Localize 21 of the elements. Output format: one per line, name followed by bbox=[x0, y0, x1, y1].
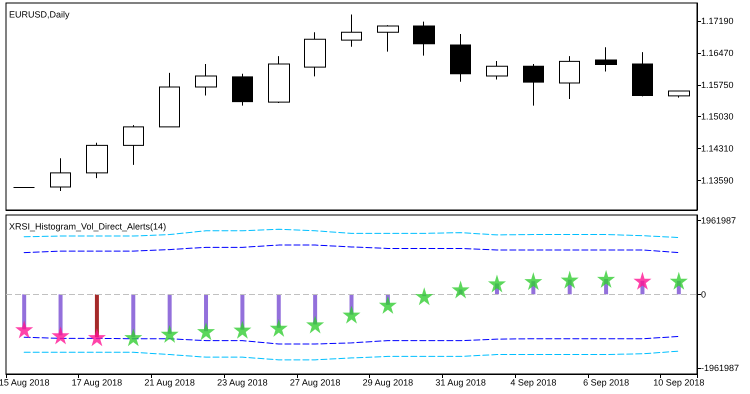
y-tick-label: 1.17190 bbox=[701, 16, 734, 26]
x-tick-label: 21 Aug 2018 bbox=[144, 378, 195, 388]
x-tick-label: 10 Sep 2018 bbox=[653, 378, 704, 388]
y-tick-label: 1961987 bbox=[701, 216, 736, 226]
x-tick-label: 27 Aug 2018 bbox=[290, 378, 340, 388]
text: XRSI_Histogram_Vol_Direct_Alerts(14) bbox=[9, 222, 166, 232]
y-tick-label: 0 bbox=[701, 289, 706, 300]
y-tick-label: 1.14310 bbox=[701, 144, 734, 154]
y-tick-label: 1.13590 bbox=[701, 175, 734, 186]
y-tick-label: 1.16470 bbox=[701, 48, 734, 58]
y-tick-label: 1.15750 bbox=[701, 80, 734, 90]
x-tick-label: 4 Sep 2018 bbox=[510, 378, 556, 388]
y-tick-label: 1.15030 bbox=[701, 112, 734, 122]
text: EURUSD,Daily bbox=[9, 10, 70, 20]
x-tick-label: 29 Aug 2018 bbox=[362, 378, 414, 388]
y-tick-label: -1961987 bbox=[701, 363, 740, 374]
x-tick-label: 23 Aug 2018 bbox=[217, 378, 268, 388]
x-tick-label: 15 Aug 2018 bbox=[0, 378, 50, 388]
x-tick-label: 31 Aug 2018 bbox=[435, 378, 486, 388]
x-tick-label: 17 Aug 2018 bbox=[72, 378, 122, 388]
x-tick-label: 6 Sep 2018 bbox=[583, 378, 630, 388]
